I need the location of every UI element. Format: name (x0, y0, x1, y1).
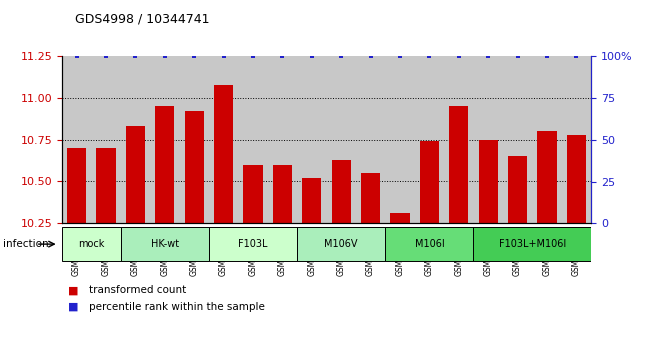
Point (571, 53, 581, 59)
Bar (478, 140, 498, 223)
Bar (444, 56, 473, 223)
FancyBboxPatch shape (62, 227, 120, 261)
Bar (209, 56, 238, 223)
Bar (155, 106, 174, 223)
Bar (273, 165, 292, 223)
Point (130, 53, 141, 59)
Text: ■: ■ (68, 302, 79, 312)
Bar (185, 111, 204, 223)
Text: F103L+M106I: F103L+M106I (499, 239, 566, 249)
Point (277, 53, 288, 59)
Point (218, 53, 229, 59)
FancyBboxPatch shape (385, 227, 473, 261)
Bar (415, 56, 444, 223)
Point (395, 53, 405, 59)
Bar (391, 213, 409, 223)
Point (307, 53, 317, 59)
Bar (96, 148, 115, 223)
Point (424, 53, 435, 59)
Bar (567, 135, 586, 223)
Bar (533, 56, 562, 223)
Text: ■: ■ (68, 285, 79, 295)
Bar (503, 56, 533, 223)
Text: HK-wt: HK-wt (150, 239, 179, 249)
Bar (268, 56, 297, 223)
Bar (214, 85, 233, 223)
Bar (538, 131, 557, 223)
Bar (302, 178, 322, 223)
Text: percentile rank within the sample: percentile rank within the sample (89, 302, 265, 312)
Text: M106V: M106V (324, 239, 358, 249)
Text: F103L: F103L (238, 239, 268, 249)
Point (248, 53, 258, 59)
Bar (356, 56, 385, 223)
Point (72, 53, 82, 59)
FancyBboxPatch shape (297, 227, 385, 261)
Bar (180, 56, 209, 223)
Bar (449, 106, 468, 223)
Bar (62, 56, 91, 223)
Point (336, 53, 346, 59)
Point (365, 53, 376, 59)
FancyBboxPatch shape (209, 227, 297, 261)
Text: infection: infection (3, 239, 49, 249)
Point (189, 53, 199, 59)
Bar (326, 56, 356, 223)
Bar (238, 56, 268, 223)
Text: GDS4998 / 10344741: GDS4998 / 10344741 (75, 13, 210, 26)
Point (512, 53, 523, 59)
Bar (243, 165, 262, 223)
Bar (361, 173, 380, 223)
Text: mock: mock (78, 239, 104, 249)
Bar (508, 156, 527, 223)
Point (159, 53, 170, 59)
Bar (120, 56, 150, 223)
Bar (297, 56, 326, 223)
Bar (67, 148, 86, 223)
Bar (473, 56, 503, 223)
Bar (562, 56, 591, 223)
Point (454, 53, 464, 59)
Bar (420, 142, 439, 223)
Text: transformed count: transformed count (89, 285, 186, 295)
Point (542, 53, 552, 59)
Bar (385, 56, 415, 223)
FancyBboxPatch shape (473, 227, 591, 261)
Point (101, 53, 111, 59)
Bar (91, 56, 120, 223)
Text: M106I: M106I (415, 239, 444, 249)
Bar (150, 56, 180, 223)
FancyBboxPatch shape (120, 227, 209, 261)
Bar (331, 160, 351, 223)
Point (483, 53, 493, 59)
Bar (126, 126, 145, 223)
